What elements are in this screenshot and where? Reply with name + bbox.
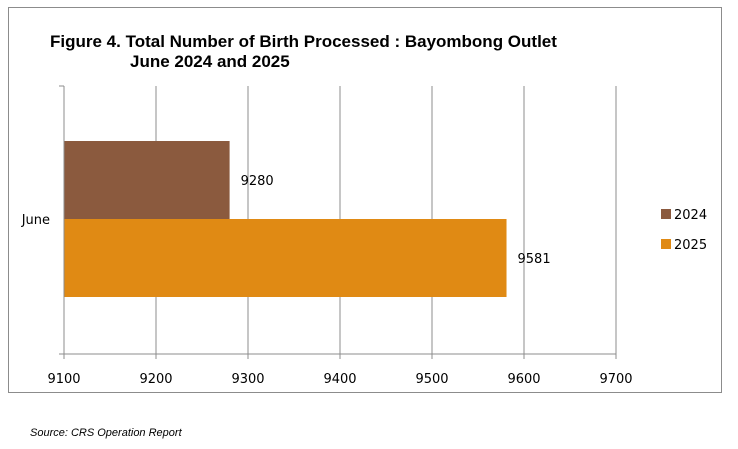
axes [59, 85, 617, 359]
chart: Figure 4. Total Number of Birth Processe… [21, 32, 707, 387]
x-tick-label: 9300 [231, 372, 264, 387]
data-label-2025: 9581 [518, 252, 551, 267]
x-tick-label: 9400 [323, 372, 356, 387]
legend: 2024 2025 [661, 208, 707, 253]
x-tick-label: 9600 [507, 372, 540, 387]
source-note: Source: CRS Operation Report [30, 427, 182, 439]
legend-swatch-2024 [661, 209, 671, 219]
chart-frame [8, 7, 722, 393]
chart-title-line1: Figure 4. Total Number of Birth Processe… [50, 32, 557, 51]
x-tick-label: 9500 [415, 372, 448, 387]
labels: 9100 9200 9300 9400 9500 9600 9700 June 9280 9581 [21, 174, 633, 387]
grid-lines [155, 86, 617, 354]
chart-title-line2: June 2024 and 2025 [130, 52, 290, 71]
legend-label-2024: 2024 [674, 208, 707, 223]
bar-2024 [64, 141, 230, 219]
legend-label-2025: 2025 [674, 238, 707, 253]
x-tick-label: 9200 [139, 372, 172, 387]
x-tick-label: 9100 [47, 372, 80, 387]
data-label-2024: 9280 [241, 174, 274, 189]
bars [64, 141, 507, 297]
category-label: June [21, 213, 50, 228]
legend-swatch-2025 [661, 239, 671, 249]
x-tick-label: 9700 [599, 372, 632, 387]
bar-2025 [64, 219, 507, 297]
